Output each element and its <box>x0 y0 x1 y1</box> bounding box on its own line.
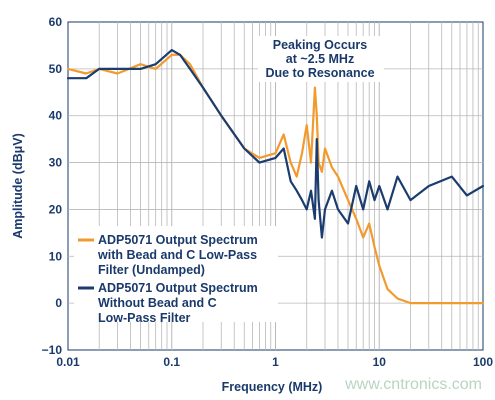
x-tick-label: 100 <box>473 355 493 369</box>
x-tick-label: 0.1 <box>163 355 180 369</box>
y-tick-label: 10 <box>49 249 63 263</box>
annotation: Peaking Occurs at ~2.5 MHz Due to Resona… <box>258 36 384 82</box>
x-tick-label: 1 <box>272 355 279 369</box>
legend-series-1-line-2: with Bead and C Low-Pass <box>97 248 257 262</box>
x-tick-label: 10 <box>373 355 387 369</box>
y-tick-label: 60 <box>49 15 63 29</box>
legend-series-2-line-1: ADP5071 Output Spectrum <box>98 281 258 295</box>
legend-background <box>74 226 278 322</box>
y-tick-label: 20 <box>49 202 63 216</box>
series-line-1 <box>66 53 485 305</box>
legend-series-2-line-2: Without Bead and C <box>98 296 217 310</box>
x-axis-label: Frequency (MHz) <box>222 380 323 394</box>
series-line-2 <box>66 48 485 239</box>
x-tick-label: 0.01 <box>56 355 80 369</box>
legend: ADP5071 Output Spectrum with Bead and C … <box>74 226 278 325</box>
y-axis-label: Amplitude (dBμV) <box>11 133 25 239</box>
annotation-background <box>258 36 384 82</box>
legend-series-1-line-1: ADP5071 Output Spectrum <box>98 233 258 247</box>
y-axis-ticks: −10 0 10 20 30 40 50 60 <box>42 15 63 357</box>
y-tick-label: 0 <box>55 296 62 310</box>
x-axis-ticks: 0.01 0.1 1 10 100 <box>56 355 493 369</box>
legend-series-2-line-3: Low-Pass Filter <box>98 311 191 325</box>
y-tick-label: 40 <box>49 109 63 123</box>
annotation-line-2: at ~2.5 MHz <box>286 52 354 66</box>
y-tick-label: 30 <box>49 156 63 170</box>
y-tick-label: 50 <box>49 62 63 76</box>
legend-series-1-line-3: Filter (Undamped) <box>98 263 205 277</box>
series-lines <box>66 48 485 305</box>
annotation-line-1: Peaking Occurs <box>273 38 368 52</box>
y-tick-label: −10 <box>42 343 63 357</box>
watermark: www.cntronics.com <box>344 376 482 393</box>
annotation-line-3: Due to Resonance <box>265 66 374 80</box>
